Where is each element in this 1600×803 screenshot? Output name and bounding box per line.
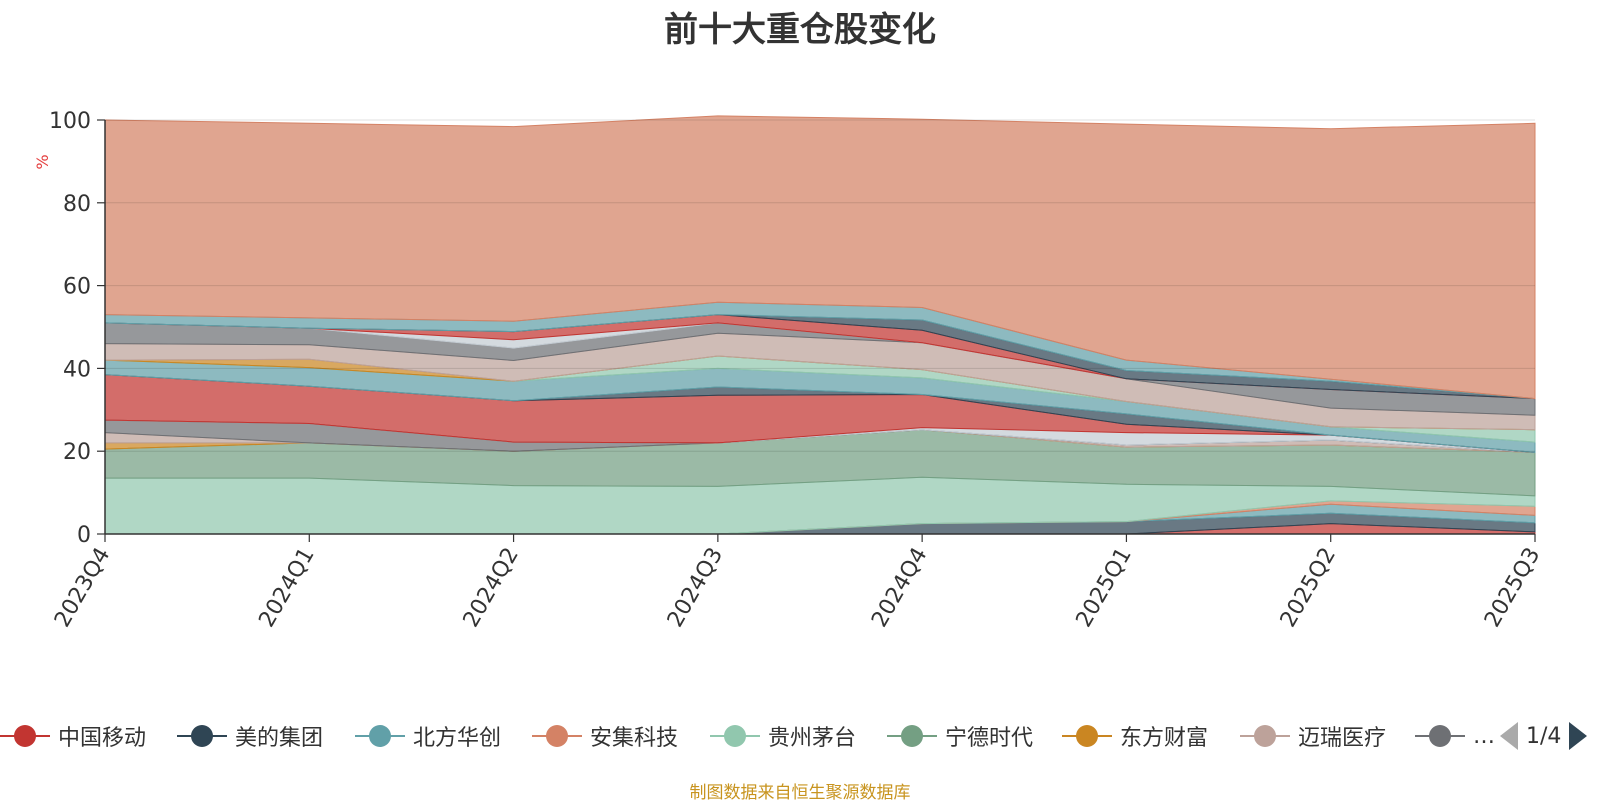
legend-item-2[interactable]: 北方华创 — [355, 716, 501, 756]
legend-label: 东方财富 — [1120, 726, 1209, 751]
source-note: 制图数据来自恒生聚源数据库 — [689, 783, 911, 803]
legend-next-icon[interactable] — [1569, 722, 1588, 750]
legend-marker-icon — [887, 725, 937, 747]
legend-marker-icon — [1062, 725, 1112, 747]
legend-label: 北方华创 — [413, 726, 502, 751]
legend-prev-icon[interactable] — [1500, 722, 1518, 750]
x-tick-label: 2024Q1 — [254, 544, 319, 632]
legend-item-3[interactable]: 安集科技 — [532, 716, 678, 756]
legend-label: 安集科技 — [590, 726, 679, 751]
legend-item-8[interactable]: … — [1415, 716, 1495, 756]
legend-label: 宁德时代 — [945, 726, 1034, 751]
legend-label: 中国移动 — [58, 726, 147, 751]
y-tick-label: 20 — [63, 440, 91, 465]
legend-item-6[interactable]: 东方财富 — [1062, 716, 1208, 756]
legend-item-5[interactable]: 宁德时代 — [887, 716, 1033, 756]
legend-marker-icon — [355, 725, 405, 747]
x-tick-label: 2025Q2 — [1276, 544, 1341, 632]
legend-label: 贵州茅台 — [768, 726, 857, 751]
legend-label: … — [1473, 723, 1495, 749]
legend-marker-icon — [177, 725, 227, 747]
area-series-22 — [104, 115, 1536, 400]
legend-item-1[interactable]: 美的集团 — [177, 716, 323, 756]
legend-marker-icon — [0, 725, 50, 747]
x-tick-label: 2025Q3 — [1480, 544, 1545, 632]
legend-item-7[interactable]: 迈瑞医疗 — [1240, 716, 1386, 756]
legend-marker-icon — [710, 725, 760, 747]
legend-item-0[interactable]: 中国移动 — [0, 716, 146, 756]
legend-label: 美的集团 — [235, 726, 324, 751]
chart-title: 前十大重仓股变化 — [664, 10, 936, 50]
grid-lines — [105, 119, 1535, 452]
x-tick-label: 2025Q1 — [1072, 544, 1137, 632]
y-tick-label: 100 — [49, 109, 91, 134]
y-tick-label: 80 — [63, 192, 91, 217]
legend-item-4[interactable]: 贵州茅台 — [710, 716, 856, 756]
legend-marker-icon — [1240, 725, 1290, 747]
legend-marker-icon — [532, 725, 582, 747]
y-tick-label: 0 — [77, 523, 91, 548]
x-tick-label: 2024Q3 — [663, 544, 728, 632]
x-tick-label: 2024Q2 — [459, 544, 524, 632]
y-axis-unit-label: % — [33, 154, 52, 169]
x-tick-label: 2023Q4 — [50, 544, 115, 632]
legend-marker-icon — [1415, 725, 1465, 747]
legend-label: 迈瑞医疗 — [1298, 726, 1387, 751]
legend-page-indicator: 1/4 — [1526, 723, 1562, 749]
legend-pager: 1/4 — [1500, 716, 1588, 756]
legend: 中国移动 美的集团 北方华创 安集科技 贵州茅台 宁德时代 东方财富 迈瑞医疗 … — [0, 716, 1600, 756]
area-series — [104, 115, 1536, 535]
y-tick-label: 60 — [63, 275, 91, 300]
x-tick-label: 2024Q4 — [867, 544, 932, 632]
y-tick-label: 40 — [63, 357, 91, 382]
